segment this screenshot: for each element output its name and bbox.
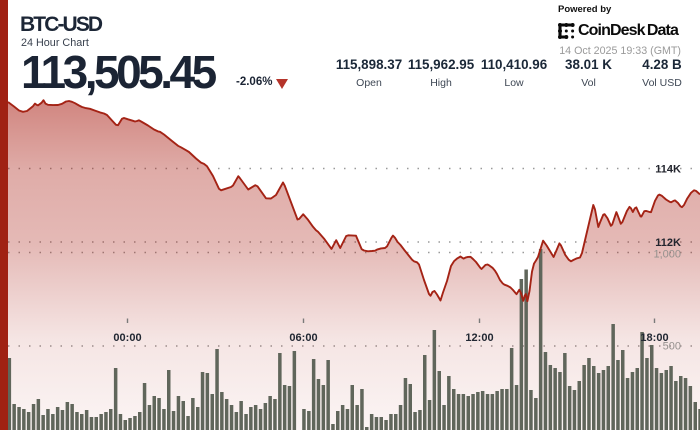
svg-text:12:00: 12:00: [465, 332, 493, 344]
svg-text:18:00: 18:00: [640, 332, 668, 344]
svg-text:500: 500: [663, 341, 681, 353]
svg-text:00:00: 00:00: [113, 332, 141, 344]
svg-text:114K: 114K: [655, 164, 681, 176]
svg-text:06:00: 06:00: [289, 332, 317, 344]
svg-text:112K: 112K: [655, 237, 681, 249]
svg-text:1,000: 1,000: [653, 249, 681, 261]
